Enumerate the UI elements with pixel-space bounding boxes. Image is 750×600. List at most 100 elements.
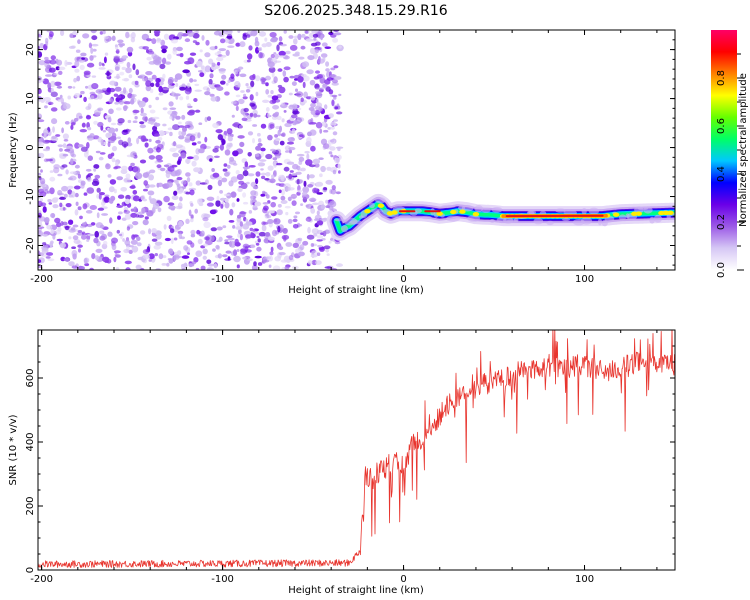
- noise-speckle: [306, 234, 315, 240]
- noise-speckle: [107, 141, 111, 147]
- noise-speckle: [231, 114, 235, 118]
- noise-speckle: [203, 243, 209, 247]
- noise-speckle: [151, 238, 158, 242]
- y-tick-label: 20: [25, 43, 36, 56]
- band-blotch: [341, 225, 348, 233]
- noise-speckle: [46, 252, 54, 256]
- noise-speckle: [239, 221, 243, 228]
- noise-speckle: [167, 166, 175, 172]
- noise-speckle: [169, 147, 177, 152]
- noise-speckle: [320, 34, 324, 41]
- band-blotch: [562, 217, 570, 222]
- noise-speckle: [187, 110, 195, 116]
- noise-speckle: [132, 109, 140, 114]
- noise-speckle: [65, 169, 69, 175]
- noise-speckle: [306, 173, 310, 180]
- colorbar-tick-label: 0.2: [716, 214, 727, 230]
- noise-speckle: [288, 92, 293, 96]
- noise-speckle: [215, 129, 223, 134]
- noise-speckle: [154, 31, 160, 37]
- noise-speckle: [146, 49, 150, 54]
- noise-speckle: [258, 46, 263, 52]
- noise-speckle: [270, 90, 274, 95]
- noise-speckle: [178, 220, 183, 228]
- noise-speckle: [333, 32, 342, 36]
- noise-speckle: [43, 158, 49, 163]
- noise-speckle: [108, 127, 116, 134]
- noise-speckle: [157, 143, 164, 150]
- noise-speckle: [188, 182, 193, 187]
- noise-speckle: [49, 170, 54, 173]
- noise-speckle: [86, 142, 90, 149]
- noise-speckle: [242, 111, 248, 117]
- noise-speckle: [307, 260, 313, 265]
- noise-speckle: [176, 183, 181, 191]
- noise-speckle: [226, 235, 233, 239]
- noise-speckle: [142, 249, 150, 255]
- noise-speckle: [103, 35, 109, 40]
- noise-speckle: [324, 104, 328, 110]
- noise-speckle: [98, 67, 106, 70]
- noise-speckle: [175, 94, 179, 100]
- noise-speckle: [278, 36, 283, 42]
- noise-speckle: [298, 134, 304, 138]
- noise-speckle: [76, 112, 83, 120]
- noise-speckle: [63, 258, 70, 262]
- noise-speckle: [206, 259, 212, 265]
- noise-speckle: [237, 30, 241, 33]
- noise-speckle: [310, 254, 318, 258]
- noise-speckle: [93, 164, 100, 169]
- noise-speckle: [144, 142, 149, 148]
- noise-speckle: [88, 42, 92, 49]
- noise-speckle: [57, 189, 63, 196]
- noise-speckle: [104, 260, 109, 263]
- noise-speckle: [77, 244, 83, 248]
- noise-speckle: [254, 240, 258, 244]
- noise-speckle: [94, 255, 100, 261]
- noise-speckle: [306, 153, 310, 160]
- noise-speckle: [92, 48, 97, 52]
- noise-speckle: [142, 254, 150, 260]
- noise-speckle: [176, 53, 184, 57]
- noise-speckle: [51, 118, 58, 125]
- noise-speckle: [273, 218, 281, 225]
- noise-speckle: [303, 91, 308, 99]
- noise-speckle: [154, 160, 158, 164]
- noise-speckle: [315, 70, 320, 74]
- band-blotch: [597, 218, 603, 226]
- noise-speckle: [64, 148, 71, 152]
- noise-speckle: [296, 153, 305, 157]
- noise-speckle: [187, 105, 193, 109]
- noise-speckle: [219, 190, 224, 194]
- noise-speckle: [265, 42, 272, 47]
- noise-speckle: [278, 55, 286, 58]
- noise-speckle: [50, 80, 56, 88]
- noise-speckle: [125, 194, 131, 200]
- noise-speckle: [73, 77, 77, 83]
- noise-speckle: [226, 33, 233, 40]
- noise-speckle: [49, 176, 56, 182]
- noise-speckle: [328, 31, 334, 36]
- noise-speckle: [315, 98, 319, 104]
- noise-speckle: [208, 78, 213, 85]
- noise-speckle: [148, 104, 152, 109]
- noise-speckle: [167, 202, 175, 206]
- noise-speckle: [292, 110, 300, 115]
- band-hotspot: [436, 211, 443, 216]
- noise-speckle: [97, 207, 105, 211]
- noise-speckle: [324, 266, 332, 269]
- noise-speckle: [298, 56, 305, 60]
- noise-speckle: [288, 173, 293, 180]
- noise-speckle: [102, 63, 105, 67]
- noise-speckle: [219, 144, 224, 151]
- noise-speckle: [247, 53, 253, 60]
- y-tick-label: -10: [25, 188, 36, 204]
- noise-speckle: [98, 156, 104, 161]
- noise-speckle: [278, 50, 286, 57]
- noise-speckle: [95, 150, 101, 154]
- noise-speckle: [57, 99, 61, 103]
- noise-speckle: [123, 210, 131, 214]
- noise-speckle: [310, 145, 316, 152]
- noise-speckle: [70, 150, 75, 157]
- noise-speckle: [273, 52, 277, 55]
